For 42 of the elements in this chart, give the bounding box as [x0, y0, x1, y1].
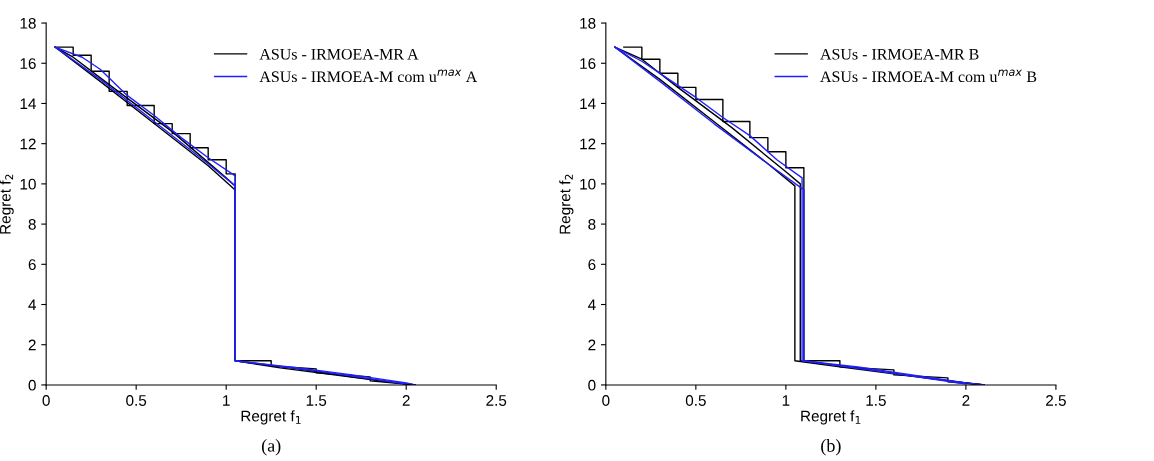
x-tick-label: 1 [223, 395, 230, 406]
legend-label: ASUs - IRMOEA-M com u$^{max}$ B [820, 69, 1037, 83]
y-tick-label: 2 [588, 339, 596, 351]
legend-label: ASUs - IRMOEA-MR A [259, 48, 419, 60]
y-tick-label: 10 [580, 178, 596, 190]
y-tick-label: 0 [28, 379, 36, 391]
legend-label: ASUs - IRMOEA-M com u$^{max}$ A [259, 69, 478, 83]
text: (b) [821, 439, 841, 456]
y-axis-title: Regret f$_{2}$ [0, 174, 14, 234]
x-tick-label: 1 [782, 395, 790, 406]
y-tick-label: 18 [580, 17, 596, 29]
y-tick-label: 0 [588, 379, 596, 391]
x-tick-label: 0.5 [685, 395, 706, 406]
legend-label: ASUs - IRMOEA-MR B [820, 48, 979, 60]
x-tick-label: 0 [42, 395, 50, 406]
x-axis-title: Regret f$_{1}$ [241, 410, 301, 425]
y-tick-label: 14 [20, 98, 36, 109]
x-tick-label: 0 [602, 395, 610, 406]
y-tick-label: 8 [588, 218, 596, 230]
y-tick-label: 16 [580, 58, 596, 69]
y-tick-label: 14 [580, 98, 596, 109]
x-tick-label: 1.5 [866, 395, 886, 406]
y-tick-label: 16 [20, 58, 36, 69]
y-tick-label: 12 [20, 138, 36, 150]
y-tick-label: 4 [28, 299, 36, 311]
y-tick-label: 12 [580, 138, 596, 150]
x-tick-label: 2 [962, 395, 970, 406]
x-tick-label: 0.5 [126, 395, 147, 406]
x-axis-title: Regret f$_{1}$ [801, 410, 861, 425]
x-tick-label: 2 [402, 395, 410, 406]
x-tick-label: 2.5 [1046, 395, 1066, 406]
y-tick-label: 6 [588, 259, 596, 270]
y-tick-label: 8 [28, 218, 36, 230]
x-tick-label: 2.5 [486, 395, 507, 406]
x-tick-label: 1.5 [306, 395, 327, 406]
y-tick-label: 10 [20, 178, 36, 190]
y-tick-label: 6 [28, 259, 36, 270]
text: (a) [261, 439, 281, 456]
y-axis-title: Regret f$_{2}$ [559, 174, 574, 234]
y-tick-label: 18 [20, 17, 36, 29]
y-tick-label: 2 [28, 339, 36, 351]
y-tick-label: 4 [587, 299, 596, 311]
